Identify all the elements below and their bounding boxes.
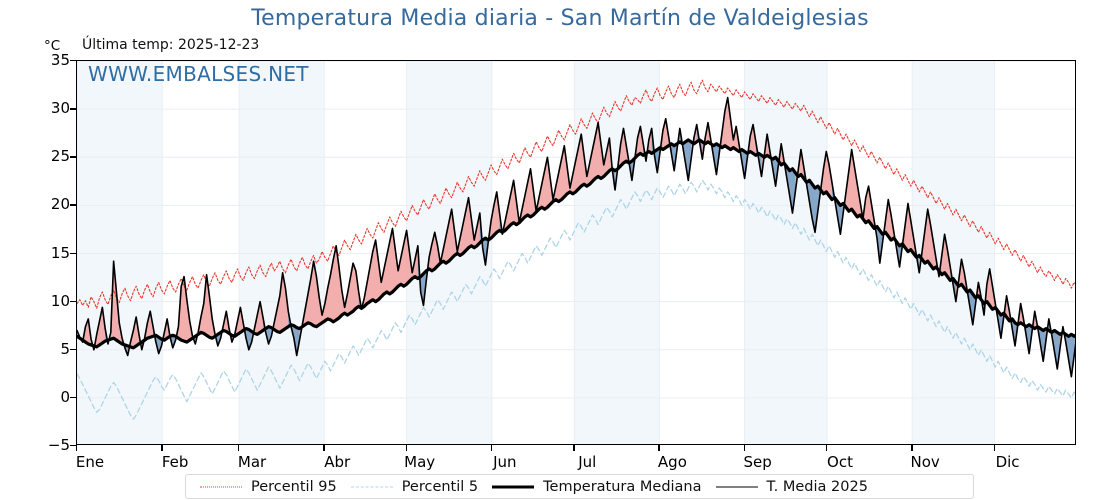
y-tick-mark — [70, 156, 77, 158]
x-tick-mark — [76, 445, 78, 451]
x-tick-mark — [743, 445, 745, 451]
x-tick-label-mar: Mar — [237, 453, 267, 471]
chart-legend: Percentil 95 Percentil 5 Temperatura Media… — [185, 474, 974, 499]
x-tick-mark — [658, 445, 660, 451]
x-tick-label-feb: Feb — [161, 453, 189, 471]
x-tick-label-jun: Jun — [493, 453, 517, 471]
series-p5 — [77, 179, 1075, 420]
legend-label-p5: Percentil 5 — [401, 478, 479, 495]
legend-label-actual: T. Media 2025 — [766, 478, 868, 495]
legend-swatch-p5-icon — [350, 480, 393, 494]
x-tick-label-jul: Jul — [578, 453, 597, 471]
x-tick-label-sep: Sep — [743, 453, 772, 471]
x-tick-mark — [911, 445, 913, 451]
x-tick-mark — [161, 445, 163, 451]
legend-swatch-actual-icon — [715, 480, 758, 494]
legend-label-p95: Percentil 95 — [251, 478, 337, 495]
legend-item-p95[interactable]: Percentil 95 — [186, 475, 337, 498]
y-tick-label: 35 — [50, 51, 70, 69]
series-actual — [77, 96, 1075, 378]
y-tick-mark — [70, 60, 77, 62]
y-tick-label: 15 — [50, 243, 70, 262]
y-axis: −5 0 5 10 15 20 25 30 35 — [14, 51, 77, 454]
x-tick-label-ago: Ago — [657, 453, 687, 471]
y-tick-mark — [70, 252, 77, 254]
series-median — [77, 138, 1075, 350]
legend-item-actual[interactable]: T. Media 2025 — [702, 475, 868, 498]
y-tick-mark — [70, 348, 77, 351]
plot-area — [76, 60, 1076, 445]
y-tick-mark — [70, 445, 77, 447]
x-tick-mark — [993, 445, 995, 451]
y-tick-label: 10 — [50, 291, 70, 310]
x-tick-mark — [405, 445, 408, 451]
x-axis: Ene Feb Mar Abr May Jun Jul Ago Sep Oct Nov Dic — [76, 445, 1076, 475]
x-tick-mark — [323, 445, 325, 451]
y-tick-label: −5 — [47, 436, 70, 454]
y-tick-label: 20 — [50, 195, 70, 214]
last-temp-subtitle: Última temp: 2025-12-23 — [82, 37, 260, 53]
y-tick-mark — [70, 204, 77, 206]
legend-swatch-median-icon — [492, 480, 535, 494]
y-tick-mark — [70, 396, 77, 399]
y-tick-label: 30 — [50, 99, 70, 118]
x-tick-label-ene: Ene — [75, 453, 105, 471]
legend-label-median: Temperatura Mediana — [543, 478, 702, 495]
y-tick-label: 25 — [50, 147, 70, 166]
legend-item-p5[interactable]: Percentil 5 — [337, 475, 478, 498]
x-tick-mark — [490, 445, 493, 451]
x-tick-label-may: May — [404, 453, 436, 471]
x-tick-mark — [826, 445, 828, 451]
x-tick-label-oct: Oct — [827, 453, 853, 471]
x-tick-label-abr: Abr — [324, 453, 351, 471]
y-tick-label: 0 — [60, 387, 70, 406]
legend-item-median[interactable]: Temperatura Mediana — [478, 475, 702, 498]
y-axis-unit-label: °C — [44, 38, 61, 54]
y-tick-mark — [70, 108, 77, 110]
x-tick-mark — [573, 445, 575, 451]
page-title: Temperatura Media diaria - San Martín de… — [251, 6, 869, 31]
x-tick-mark — [238, 445, 240, 451]
y-tick-label: 5 — [60, 339, 70, 358]
legend-swatch-p95-icon — [200, 480, 242, 494]
chart-svg — [77, 61, 1075, 444]
y-tick-mark — [70, 300, 77, 303]
series-p95 — [77, 79, 1075, 309]
x-tick-label-dic: Dic — [995, 453, 1020, 471]
x-tick-label-nov: Nov — [910, 453, 940, 471]
